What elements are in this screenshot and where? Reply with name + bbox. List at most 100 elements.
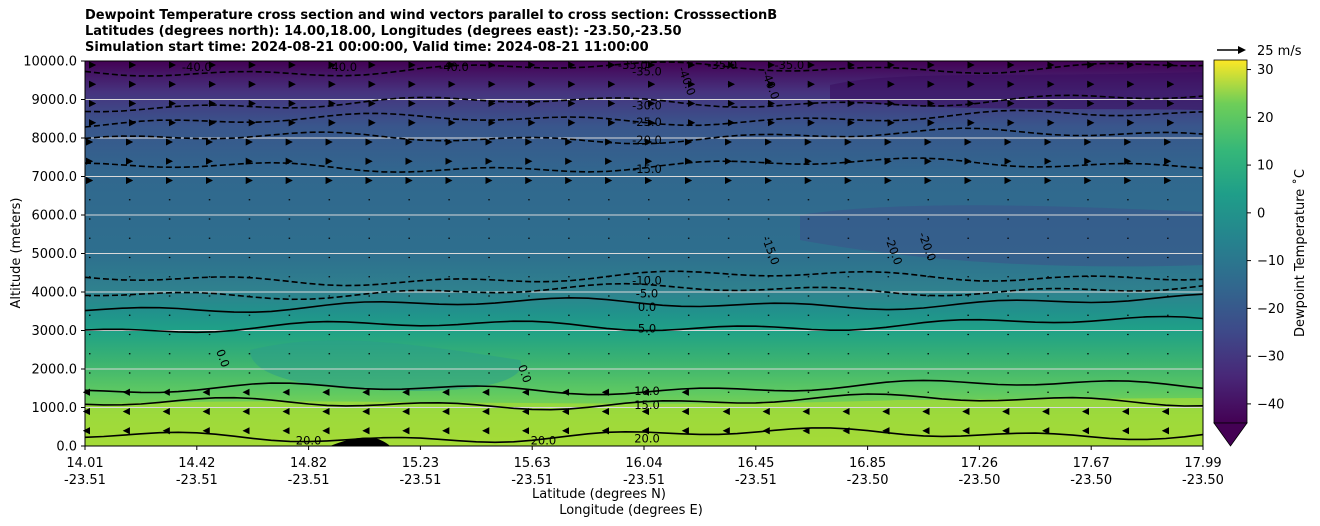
colorbar-tick-label: −40	[1257, 397, 1284, 412]
x-tick-label-lat: 14.01	[66, 456, 103, 471]
x-tick-label-lat: 15.63	[514, 456, 551, 471]
colorbar: 30 20 10 0 −10 −20 −30 −40 Dewpoint Temperature…	[1213, 59, 1308, 447]
contour-line	[84, 282, 1204, 301]
dry-core-upper	[830, 72, 1203, 110]
x-tick-label-lon: -23.50	[958, 473, 1000, 488]
x-tick-label-lon: -23.51	[64, 473, 106, 488]
contour-line	[84, 427, 1204, 444]
chart-title: Dewpoint Temperature cross section and w…	[85, 8, 777, 56]
x-axis-label-latitude: Latitude (degrees N)	[532, 487, 666, 502]
y-tick-label: 3000.0	[32, 324, 78, 339]
moist-pocket	[250, 340, 522, 391]
quiver-key-arrowhead	[1238, 46, 1246, 54]
x-tick-label-lon: -23.51	[511, 473, 553, 488]
x-tick-label-lon: -23.50	[847, 473, 889, 488]
contour-label: -10.0	[632, 273, 662, 287]
contour-line	[84, 293, 1204, 314]
colorbar-tick-label: 30	[1257, 63, 1274, 78]
x-tick-label-lat: 16.04	[625, 456, 662, 471]
contour-line	[84, 315, 1204, 334]
y-tick-label: 8000.0	[32, 132, 78, 147]
x-tick-label-lon: -23.51	[623, 473, 665, 488]
contour-line	[84, 270, 1204, 287]
y-tick-label: 1000.0	[32, 401, 78, 416]
x-tick-label-lon: -23.51	[735, 473, 777, 488]
x-tick-label-lat: 14.42	[178, 456, 215, 471]
colorbar-tick-label: −30	[1257, 350, 1284, 365]
y-tick-label: 5000.0	[32, 247, 78, 262]
x-tick-label-lat: 17.99	[1184, 456, 1221, 471]
y-axis: 0.0 1000.0 2000.0 3000.0 4000.0 5000.0 6000.0 7…	[23, 55, 85, 455]
x-tick-label-lat: 16.45	[737, 456, 774, 471]
contour-label: -35.0	[618, 58, 648, 72]
contour-label: -5.0	[636, 287, 658, 301]
colorbar-tick-label: −10	[1257, 254, 1284, 269]
contour-label: 0.0	[638, 300, 656, 314]
contour-label: -40.0	[439, 60, 469, 74]
quiver-key: 25 m/s	[1217, 44, 1302, 59]
x-tick-label-lat: 15.23	[402, 456, 439, 471]
contour-label: 20.0	[296, 433, 322, 447]
x-tick-label-lat: 17.67	[1073, 456, 1110, 471]
plot-area: -35.0-30.0-25.0-20.0-15.0-10.0-5.00.05.0…	[82, 58, 1204, 447]
contour-label: 0.0	[213, 347, 232, 369]
y-axis-label: Altitude (meters)	[9, 198, 24, 309]
contour-label: 0.0	[515, 363, 534, 385]
terrain	[330, 437, 390, 446]
title-line-3: Simulation start time: 2024-08-21 00:00:…	[85, 40, 649, 55]
x-tick-label-lat: 16.85	[849, 456, 886, 471]
dry-layer-mid	[800, 205, 1203, 267]
contour-line	[84, 61, 1204, 77]
y-tick-label: 6000.0	[32, 209, 78, 224]
contour-label: -15.0	[632, 162, 662, 176]
x-axis-label-longitude: Longitude (degrees E)	[559, 503, 703, 518]
y-tick-label: 10000.0	[23, 55, 77, 70]
contour-label: -35.0	[707, 58, 737, 72]
x-tick-label-lon: -23.51	[176, 473, 218, 488]
wind-vectors	[82, 61, 1175, 435]
y-tick-label: 4000.0	[32, 286, 78, 301]
colorbar-extend-min	[1213, 422, 1248, 447]
contour-label: -30.0	[632, 98, 662, 112]
y-tick-label: 7000.0	[32, 170, 78, 185]
quiver-key-label: 25 m/s	[1257, 44, 1302, 59]
colorbar-tick-label: 0	[1257, 206, 1265, 221]
contour-line	[84, 393, 1204, 411]
colorbar-label: Dewpoint Temperature ˚C	[1292, 169, 1308, 337]
title-line-1: Dewpoint Temperature cross section and w…	[85, 8, 778, 23]
y-tick-label: 9000.0	[32, 93, 78, 108]
contour-label: 5.0	[638, 322, 656, 336]
contour-label: 10.0	[634, 384, 660, 398]
x-tick-label-lat: 17.26	[961, 456, 998, 471]
contour-line	[84, 379, 1204, 396]
contour-label: -35.0	[632, 64, 662, 78]
contour-lines	[84, 61, 1204, 444]
x-tick-label-lon: -23.51	[288, 473, 330, 488]
contour-label: -40.0	[182, 60, 212, 74]
colorbar-tick-label: 20	[1257, 111, 1274, 126]
title-line-2: Latitudes (degrees north): 14.00,18.00, …	[85, 24, 682, 39]
contour-label: -25.0	[632, 115, 662, 129]
contour-label: -40.0	[327, 60, 357, 74]
x-tick-label-lon: -23.50	[1070, 473, 1112, 488]
x-tick-label-lon: -23.50	[1182, 473, 1224, 488]
contour-line	[84, 94, 1204, 113]
contour-label: 20.0	[634, 431, 660, 445]
contour-line	[84, 157, 1204, 173]
x-axis: 14.01 -23.51 14.42 -23.51 14.82 -23.51 15.23 -2…	[64, 446, 1224, 488]
y-tick-label: 0.0	[56, 440, 77, 455]
contour-label: -35.0	[774, 58, 804, 72]
colorbar-body	[1213, 59, 1248, 424]
colorbar-tick-label: −20	[1257, 302, 1284, 317]
x-tick-label-lat: 14.82	[290, 456, 327, 471]
x-tick-label-lon: -23.51	[399, 473, 441, 488]
colorbar-ticks: 30 20 10 0 −10 −20 −30 −40	[1247, 63, 1284, 412]
y-tick-label: 2000.0	[32, 363, 78, 378]
contour-line	[84, 109, 1204, 128]
contour-label: -20.0	[632, 133, 662, 147]
contour-line	[84, 127, 1204, 145]
contour-label: 15.0	[634, 398, 660, 412]
contour-label: 20.0	[531, 433, 557, 447]
colorbar-tick-label: 10	[1257, 159, 1274, 174]
